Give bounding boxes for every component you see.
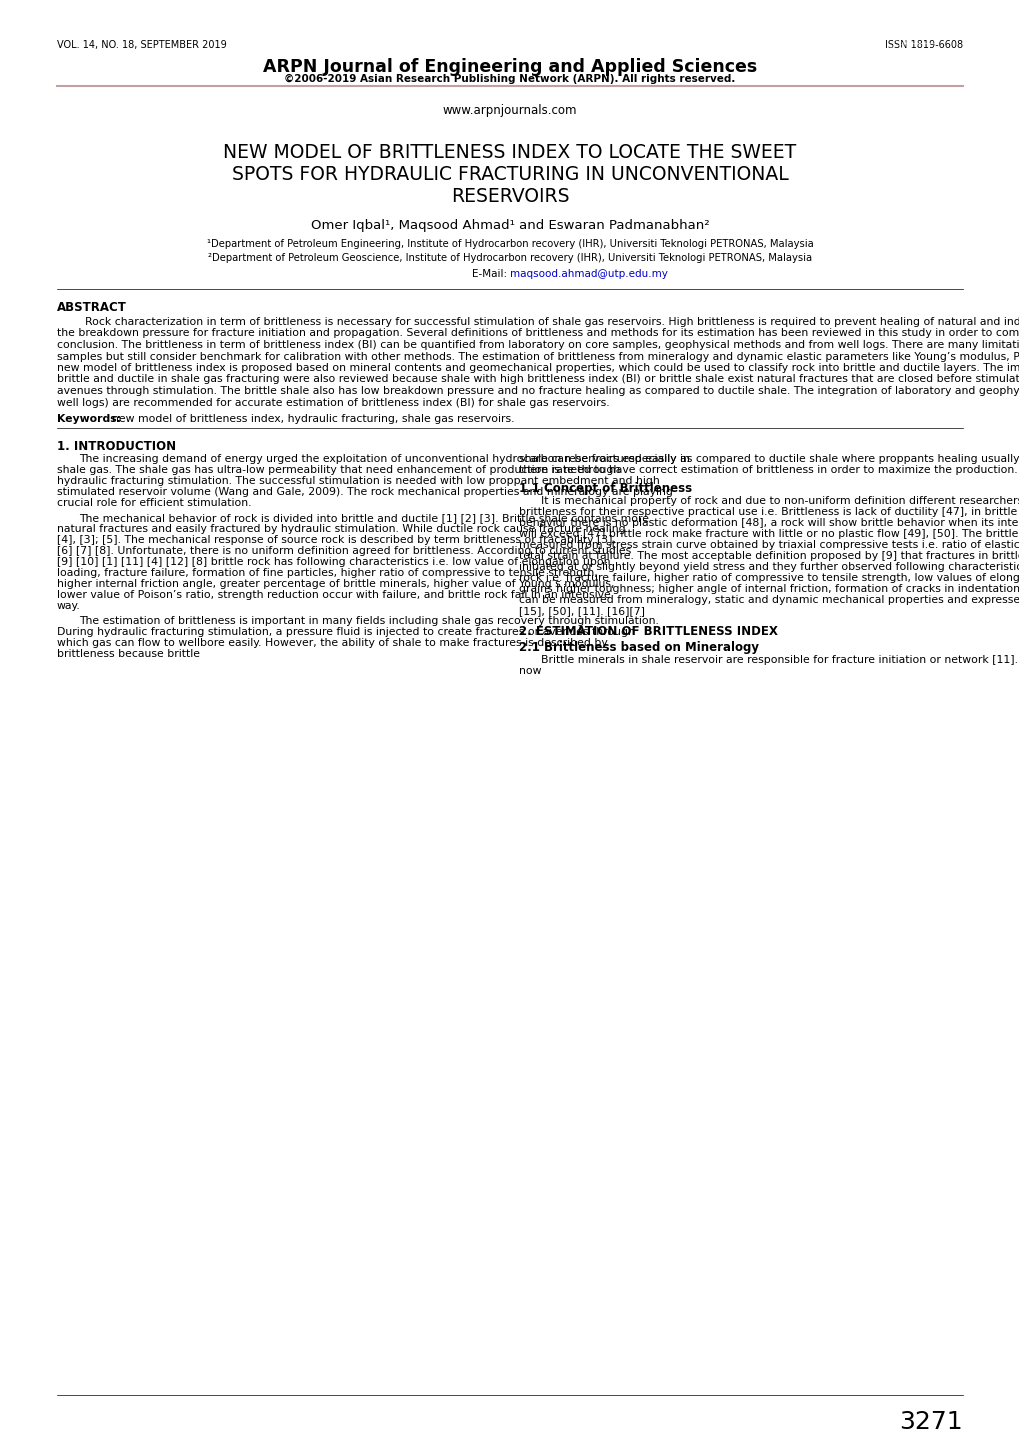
Text: lower value of Poison’s ratio, strength reduction occur with failure, and brittl: lower value of Poison’s ratio, strength … [57,589,610,599]
Text: measured from stress strain curve obtained by triaxial compressive tests i.e. ra: measured from stress strain curve obtain… [519,540,1019,550]
Text: total strain at failure. The most acceptable definition proposed by [9] that fra: total strain at failure. The most accept… [519,550,1019,561]
Text: www.arpnjournals.com: www.arpnjournals.com [442,104,577,117]
Text: there is need to have correct estimation of brittleness in order to maximize the: there is need to have correct estimation… [519,465,1017,476]
Text: ARPN Journal of Engineering and Applied Sciences: ARPN Journal of Engineering and Applied … [263,58,756,76]
Text: Rock characterization in term of brittleness is necessary for successful stimula: Rock characterization in term of brittle… [85,317,1019,327]
Text: Omer Iqbal¹, Maqsood Ahmad¹ and Eswaran Padmanabhan²: Omer Iqbal¹, Maqsood Ahmad¹ and Eswaran … [311,219,708,232]
Text: will exceed [47] brittle rock make fracture with little or no plastic flow [49],: will exceed [47] brittle rock make fract… [519,529,1019,539]
Text: 1. INTRODUCTION: 1. INTRODUCTION [57,440,176,452]
Text: the breakdown pressure for fracture initiation and propagation. Several definiti: the breakdown pressure for fracture init… [57,329,1019,339]
Text: During hydraulic fracturing stimulation, a pressure fluid is injected to create : During hydraulic fracturing stimulation,… [57,627,634,637]
Text: can be measured from mineralogy, static and dynamic mechanical properties and ex: can be measured from mineralogy, static … [519,595,1019,605]
Text: 1.1 Concept of Brittleness: 1.1 Concept of Brittleness [519,481,692,496]
Text: ABSTRACT: ABSTRACT [57,301,126,314]
Text: shale gas. The shale gas has ultra-low permeability that need enhancement of pro: shale gas. The shale gas has ultra-low p… [57,465,620,476]
Text: shale can be fractured easily as compared to ductile shale where proppants heali: shale can be fractured easily as compare… [519,454,1019,464]
Text: It is mechanical property of rock and due to non-uniform definition different re: It is mechanical property of rock and du… [540,496,1019,506]
Text: NEW MODEL OF BRITTLENESS INDEX TO LOCATE THE SWEET: NEW MODEL OF BRITTLENESS INDEX TO LOCATE… [223,143,796,161]
Text: natural fractures and easily fractured by hydraulic stimulation. While ductile r: natural fractures and easily fractured b… [57,525,625,535]
Text: new model of brittleness index is proposed based on mineral contents and geomech: new model of brittleness index is propos… [57,363,1019,373]
Text: E-Mail:: E-Mail: [471,269,510,280]
Text: initiated at or slightly beyond yield stress and they further observed following: initiated at or slightly beyond yield st… [519,562,1019,572]
Text: [9] [10] [1] [11] [4] [12] [8] brittle rock has following characteristics i.e. l: [9] [10] [1] [11] [4] [12] [8] brittle r… [57,558,610,566]
Text: ©2006-2019 Asian Research Publishing Network (ARPN). All rights reserved.: ©2006-2019 Asian Research Publishing Net… [284,73,735,84]
Text: ²Department of Petroleum Geoscience, Institute of Hydrocarbon recovery (IHR), Un: ²Department of Petroleum Geoscience, Ins… [208,254,811,264]
Text: RESERVOIRS: RESERVOIRS [450,187,569,206]
Text: grains higher toughness; higher angle of internal friction, formation of cracks : grains higher toughness; higher angle of… [519,584,1019,594]
Text: brittleness because brittle: brittleness because brittle [57,648,200,659]
Text: The estimation of brittleness is important in many fields including shale gas re: The estimation of brittleness is importa… [78,615,658,625]
Text: avenues through stimulation. The brittle shale also has low breakdown pressure a: avenues through stimulation. The brittle… [57,386,1019,396]
Text: hydraulic fracturing stimulation. The successful stimulation is needed with low : hydraulic fracturing stimulation. The su… [57,476,659,486]
Text: which gas can flow to wellbore easily. However, the ability of shale to make fra: which gas can flow to wellbore easily. H… [57,638,607,648]
Text: way.: way. [57,601,81,611]
Text: behavior there is no plastic deformation [48], a rock will show brittle behavior: behavior there is no plastic deformation… [519,517,1019,527]
Text: Brittle minerals in shale reservoir are responsible for fracture initiation or n: Brittle minerals in shale reservoir are … [540,656,1019,664]
Text: [6] [7] [8]. Unfortunate, there is no uniform definition agreed for brittleness.: [6] [7] [8]. Unfortunate, there is no un… [57,546,631,556]
Text: 2. ESTIMATION OF BRITTLENESS INDEX: 2. ESTIMATION OF BRITTLENESS INDEX [519,625,777,638]
Text: [4], [3]; [5]. The mechanical response of source rock is described by term britt: [4], [3]; [5]. The mechanical response o… [57,535,615,545]
Text: [15], [50], [11]. [16][7]: [15], [50], [11]. [16][7] [519,607,644,615]
Text: loading, fracture failure, formation of fine particles, higher ratio of compress: loading, fracture failure, formation of … [57,568,597,578]
Text: The increasing demand of energy urged the exploitation of unconventional hydroca: The increasing demand of energy urged th… [78,454,689,464]
Text: ¹Department of Petroleum Engineering, Institute of Hydrocarbon recovery (IHR), U: ¹Department of Petroleum Engineering, In… [207,239,812,249]
Text: The mechanical behavior of rock is divided into brittle and ductile [1] [2] [3].: The mechanical behavior of rock is divid… [78,513,648,523]
Text: ISSN 1819-6608: ISSN 1819-6608 [884,40,962,50]
Text: conclusion. The brittleness in term of brittleness index (BI) can be quantified : conclusion. The brittleness in term of b… [57,340,1019,350]
Text: maqsood.ahmad@utp.edu.my: maqsood.ahmad@utp.edu.my [510,269,667,280]
Text: samples but still consider benchmark for calibration with other methods. The est: samples but still consider benchmark for… [57,352,1019,362]
Text: new model of brittleness index, hydraulic fracturing, shale gas reservoirs.: new model of brittleness index, hydrauli… [112,414,514,424]
Text: now: now [519,666,541,676]
Text: 2.1 Brittleness based on Mineralogy: 2.1 Brittleness based on Mineralogy [519,641,758,654]
Text: brittleness for their respective practical use i.e. Brittleness is lack of ducti: brittleness for their respective practic… [519,507,1016,517]
Text: well logs) are recommended for accurate estimation of brittleness index (BI) for: well logs) are recommended for accurate … [57,398,609,408]
Text: VOL. 14, NO. 18, SEPTEMBER 2019: VOL. 14, NO. 18, SEPTEMBER 2019 [57,40,226,50]
Text: stimulated reservoir volume (Wang and Gale, 2009). The rock mechanical propertie: stimulated reservoir volume (Wang and Ga… [57,487,673,497]
Text: brittle and ductile in shale gas fracturing were also reviewed because shale wit: brittle and ductile in shale gas fractur… [57,375,1019,385]
Text: SPOTS FOR HYDRAULIC FRACTURING IN UNCONVENTIONAL: SPOTS FOR HYDRAULIC FRACTURING IN UNCONV… [231,166,788,184]
Text: rock i.e. fracture failure, higher ratio of compressive to tensile strength, low: rock i.e. fracture failure, higher ratio… [519,574,1019,584]
Text: 3271: 3271 [899,1409,962,1434]
Text: higher internal friction angle, greater percentage of brittle minerals, higher v: higher internal friction angle, greater … [57,579,613,589]
Text: crucial role for efficient stimulation.: crucial role for efficient stimulation. [57,499,252,509]
Text: Keywords:: Keywords: [57,414,124,424]
